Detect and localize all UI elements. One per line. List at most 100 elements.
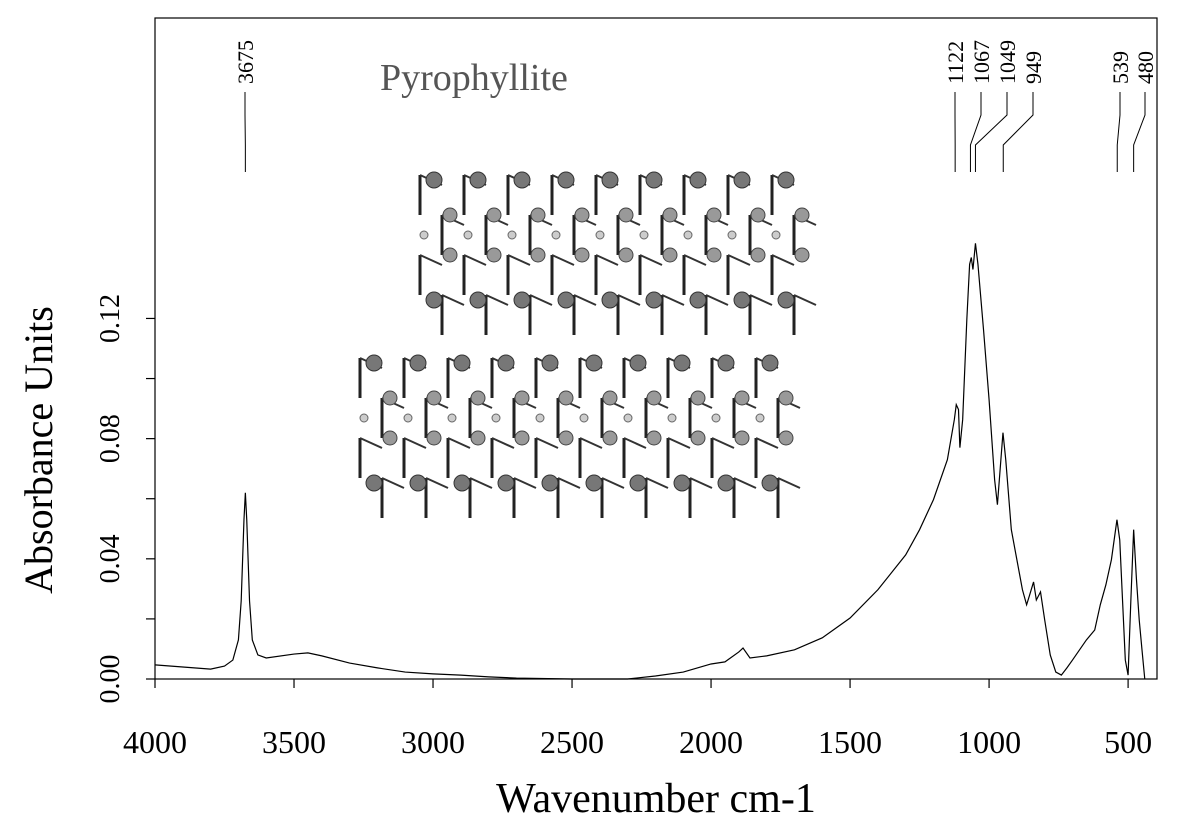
bond (771, 254, 795, 266)
atom (419, 230, 429, 240)
x-tick-label: 500 (1104, 724, 1152, 760)
atom (662, 207, 678, 223)
atom (733, 291, 751, 309)
atom (470, 430, 486, 446)
bond (689, 477, 713, 489)
atom (639, 230, 649, 240)
atom (689, 291, 707, 309)
bond (535, 437, 559, 449)
atom (683, 230, 693, 240)
bond (359, 437, 383, 449)
x-tick-label: 1500 (818, 724, 882, 760)
atom (514, 430, 530, 446)
atom (425, 291, 443, 309)
x-tick-label: 2500 (540, 724, 604, 760)
atom (602, 390, 618, 406)
bond (777, 477, 801, 489)
atom (541, 474, 559, 492)
bond (469, 477, 493, 489)
atom (595, 230, 605, 240)
atom (365, 354, 383, 372)
atom (491, 413, 501, 423)
atom (513, 291, 531, 309)
atom (646, 390, 662, 406)
bond (513, 477, 537, 489)
bond (419, 254, 443, 266)
atom (629, 354, 647, 372)
atom (579, 413, 589, 423)
atom (486, 247, 502, 263)
atom (497, 354, 515, 372)
atom (706, 247, 722, 263)
atom (425, 171, 443, 189)
atom (777, 291, 795, 309)
atom (602, 430, 618, 446)
atom (442, 207, 458, 223)
bond (639, 254, 663, 266)
atom (667, 413, 677, 423)
atom (447, 413, 457, 423)
bond (441, 294, 465, 306)
atom (646, 430, 662, 446)
y-tick-label: 0.08 (95, 414, 126, 463)
atom (426, 390, 442, 406)
atom (409, 354, 427, 372)
bond (381, 477, 405, 489)
atom (535, 413, 545, 423)
bond (623, 437, 647, 449)
bond (403, 437, 427, 449)
spectrum-line (154, 243, 1146, 680)
atom (662, 247, 678, 263)
atom (750, 207, 766, 223)
atom (734, 390, 750, 406)
bond (711, 437, 735, 449)
bond (491, 437, 515, 449)
bond (645, 477, 669, 489)
atom (761, 474, 779, 492)
peak-label: 1122 (943, 41, 968, 84)
atom (442, 247, 458, 263)
atom (557, 171, 575, 189)
peak-leader (969, 92, 982, 172)
atom (453, 354, 471, 372)
atom (618, 247, 634, 263)
atom (403, 413, 413, 423)
atom (486, 207, 502, 223)
bond (755, 437, 779, 449)
plot-frame (154, 17, 1158, 680)
peak-leader (1002, 92, 1034, 172)
atom (409, 474, 427, 492)
bond (661, 294, 685, 306)
atom (574, 247, 590, 263)
bond (485, 294, 509, 306)
atom (690, 390, 706, 406)
y-tick-label: 0.12 (95, 294, 126, 343)
atom (755, 413, 765, 423)
bond (595, 254, 619, 266)
x-tick-label: 3500 (262, 724, 326, 760)
atom (557, 291, 575, 309)
atom (426, 430, 442, 446)
bond (793, 294, 817, 306)
bond (683, 254, 707, 266)
atom (689, 171, 707, 189)
bond (425, 477, 449, 489)
atom (601, 291, 619, 309)
bond (705, 294, 729, 306)
atom (733, 171, 751, 189)
y-axis-label: Absorbance Units (16, 306, 61, 594)
atom (513, 171, 531, 189)
atom (645, 171, 663, 189)
atom (706, 207, 722, 223)
bond (733, 477, 757, 489)
atom (470, 390, 486, 406)
peak-leader (974, 92, 1008, 172)
x-tick-label: 2000 (679, 724, 743, 760)
y-tick-label: 0.00 (95, 655, 126, 704)
atom (497, 474, 515, 492)
atom (574, 207, 590, 223)
atom (623, 413, 633, 423)
peak-leader (1116, 92, 1121, 172)
atom (558, 390, 574, 406)
